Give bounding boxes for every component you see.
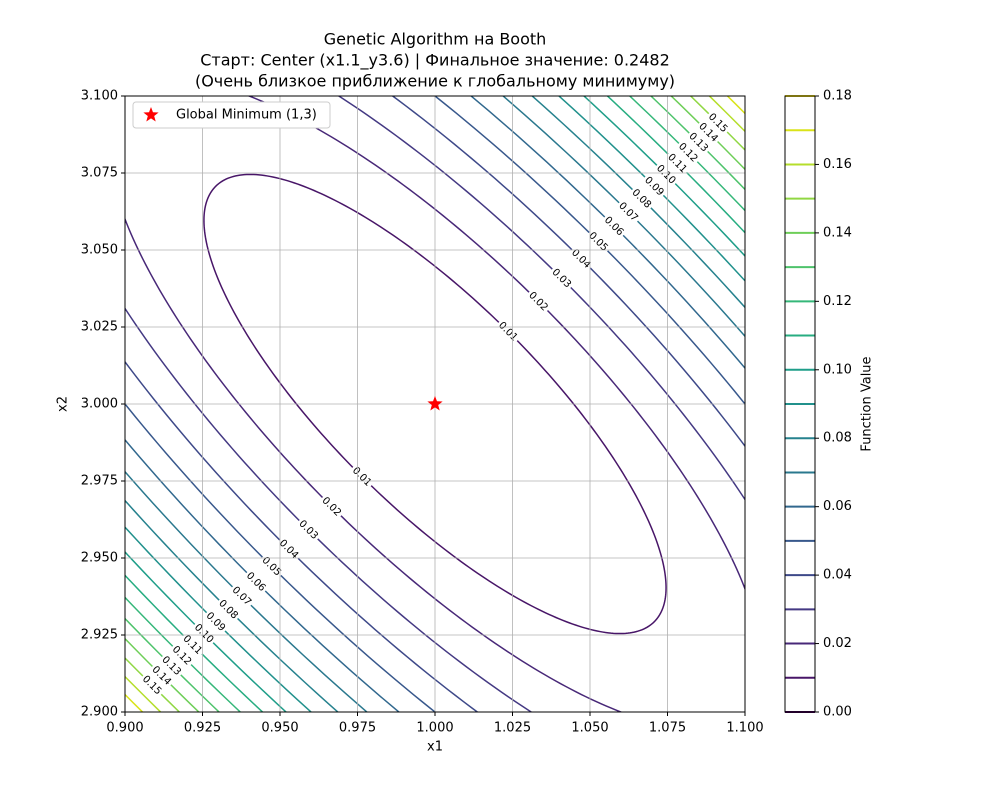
colorbar-frame [784, 95, 816, 713]
contour-label-bg [704, 109, 732, 137]
legend-box [132, 101, 331, 129]
colorbar-tick-label: 0.14 [823, 225, 852, 240]
y-tick-label: 2.950 [81, 551, 118, 566]
contour-label-bg [640, 172, 668, 200]
contour-label-bg [600, 212, 628, 240]
y-tick-label: 2.975 [81, 474, 118, 489]
contour-label-bg [614, 198, 642, 226]
contour-label-bg [202, 608, 230, 636]
contour-label-bg [567, 245, 595, 273]
colorbar-tick-label: 0.08 [823, 431, 852, 446]
legend-marker [143, 107, 159, 122]
y-axis-label: x2 [56, 396, 71, 412]
y-tick-label: 3.075 [81, 166, 118, 181]
colorbar-tick-label: 0.10 [823, 362, 852, 377]
title-line: Старт: Center (x1.1_y3.6) | Финальное зн… [200, 51, 670, 71]
contour-label-bg [275, 535, 303, 563]
x-tick-label: 1.075 [649, 721, 686, 736]
contour-label-bg [652, 160, 680, 188]
colorbar-tick-label: 0.16 [823, 157, 852, 172]
contour-label-bg [494, 317, 522, 345]
contour-label-bg [694, 118, 722, 146]
colorbar-tick-label: 0.06 [823, 499, 852, 514]
contour-label-bg [548, 264, 575, 292]
plot-frame [124, 95, 746, 713]
contour-label-bg [242, 568, 270, 596]
contour-label-bg [348, 463, 376, 491]
x-tick-label: 0.900 [106, 721, 143, 736]
x-tick-label: 1.025 [494, 721, 531, 736]
y-tick-label: 3.025 [81, 320, 118, 335]
x-tick-label: 1.000 [416, 721, 453, 736]
contour-label-bg [258, 552, 286, 580]
y-tick-label: 3.050 [81, 243, 118, 258]
contour-label-bg [674, 139, 702, 166]
x-tick-label: 0.950 [261, 721, 298, 736]
colorbar-label: Function Value [860, 356, 875, 451]
contour-label-bg [584, 228, 612, 256]
y-tick-label: 3.100 [81, 89, 118, 104]
contour-label-bg [168, 642, 196, 669]
y-tick-label: 3.000 [81, 397, 118, 412]
x-tick-label: 1.100 [726, 721, 763, 736]
title-line: Genetic Algorithm на Booth [324, 30, 547, 49]
colorbar-tick-label: 0.18 [823, 89, 852, 104]
contour-label-bg [628, 185, 656, 213]
contour-label-bg [179, 631, 207, 659]
colorbar-tick-label: 0.02 [823, 636, 852, 651]
contour-label-bg [663, 149, 691, 177]
colorbar-tick-label: 0.12 [823, 294, 852, 309]
contour-label-bg [295, 516, 322, 544]
legend-label: Global Minimum (1,3) [176, 108, 317, 123]
point-marker [427, 396, 443, 411]
colorbar-tick-label: 0.04 [823, 568, 852, 583]
x-tick-label: 1.050 [571, 721, 608, 736]
contour-label-bg [228, 582, 256, 610]
y-tick-label: 2.900 [81, 705, 118, 720]
colorbar-tick-label: 0.00 [823, 705, 852, 720]
contour-label-bg [158, 652, 185, 680]
contour-label-bg [138, 671, 166, 699]
contour-label-bg [318, 493, 346, 521]
x-tick-label: 0.925 [184, 721, 221, 736]
contour-label-bg [190, 620, 218, 648]
contour-label-bg [214, 595, 242, 623]
title-line: (Очень близкое приближение к глобальному… [195, 72, 675, 91]
contour-label-bg [524, 287, 552, 315]
x-tick-label: 0.975 [339, 721, 376, 736]
contour-label-bg [685, 128, 712, 156]
contour-label-bg [148, 662, 176, 690]
y-tick-label: 2.925 [81, 628, 118, 643]
x-axis-label: x1 [427, 740, 443, 755]
